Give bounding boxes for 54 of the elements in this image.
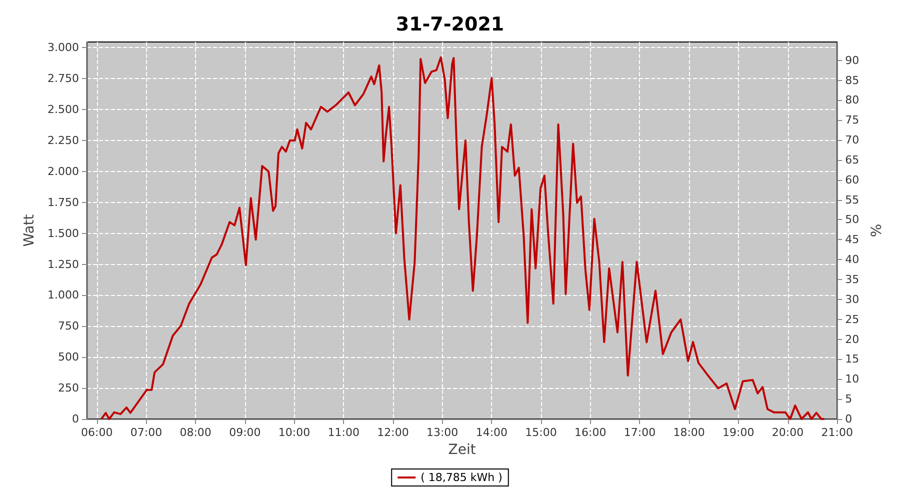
y-tick-label: 500 [58, 350, 79, 364]
y2-tick-label: 5 [845, 392, 852, 406]
y2-tick-label: 0 [845, 412, 852, 426]
x-tick-label: 17:00 [624, 426, 656, 439]
x-tick-label: 21:00 [821, 426, 853, 439]
x-tick-label: 19:00 [722, 426, 754, 439]
y-tick-label: 3.000 [48, 41, 79, 54]
y-tick-label: 1.750 [48, 196, 79, 209]
x-tick-label: 11:00 [328, 426, 360, 439]
legend-label: ( 18,785 kWh ) [420, 471, 502, 484]
y-tick-label: 1.500 [48, 226, 79, 240]
y-tick-label: 2.750 [48, 72, 79, 86]
y2-axis-title: % [869, 224, 885, 238]
y2-tick-label: 80 [845, 94, 860, 107]
y2-tick-label: 65 [845, 153, 860, 166]
y-tick-label: 2.500 [48, 103, 79, 116]
y2-tick-label: 50 [845, 213, 860, 226]
y2-tick-label: 75 [845, 114, 860, 127]
x-axis-title: Zeit [448, 442, 476, 458]
x-tick-label: 13:00 [426, 426, 458, 439]
x-tick-label: 20:00 [772, 426, 804, 439]
y-tick-label: 2.000 [48, 164, 79, 178]
y2-tick-label: 10 [845, 372, 860, 386]
y2-tick-label: 25 [845, 312, 860, 326]
y-tick-label: 0 [72, 412, 79, 426]
y-tick-label: 2.250 [48, 134, 79, 148]
y-axis-title: Watt [22, 214, 38, 247]
y2-tick-label: 20 [845, 332, 860, 346]
y2-tick-label: 55 [845, 193, 860, 206]
y2-tick-label: 85 [845, 74, 860, 87]
x-tick-label: 10:00 [278, 426, 310, 439]
x-tick-label: 07:00 [130, 426, 162, 439]
y2-tick-label: 60 [845, 173, 860, 186]
y-tick-label: 1.250 [48, 258, 79, 271]
y2-tick-label: 15 [845, 352, 860, 366]
x-tick-label: 14:00 [476, 426, 508, 439]
y2-tick-label: 45 [845, 233, 860, 246]
y-tick-label: 750 [58, 320, 79, 333]
y2-tick-label: 35 [845, 273, 860, 286]
x-tick-label: 06:00 [81, 426, 113, 439]
line-series [100, 56, 826, 420]
y2-tick-label: 40 [845, 253, 860, 266]
y-tick-label: 250 [58, 382, 79, 395]
y2-tick-label: 70 [845, 134, 860, 147]
x-tick-label: 08:00 [180, 426, 212, 439]
x-tick-label: 12:00 [377, 426, 409, 439]
x-tick-label: 16:00 [574, 426, 606, 439]
x-tick-label: 09:00 [229, 426, 261, 439]
y-tick-label: 1.000 [48, 288, 79, 302]
y2-tick-label: 30 [845, 292, 860, 306]
x-tick-label: 18:00 [673, 426, 705, 439]
x-tick-label: 15:00 [525, 426, 557, 439]
chart-title: 31-7-2021 [396, 14, 504, 36]
y2-tick-label: 90 [845, 54, 860, 67]
